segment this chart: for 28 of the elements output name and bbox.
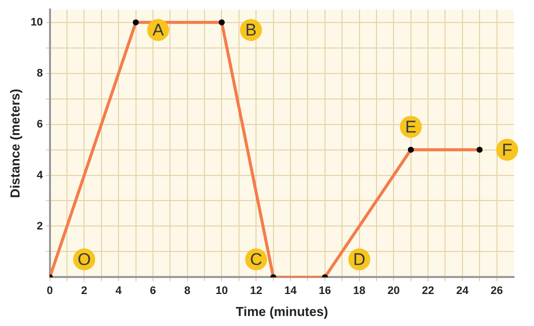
y-tick-label: 10 xyxy=(30,16,43,28)
x-tick-label: 14 xyxy=(284,284,298,297)
y-tick-label: 6 xyxy=(36,118,43,130)
annotation: A xyxy=(152,20,164,40)
y-tick-label: 2 xyxy=(36,220,43,232)
x-tick-label: 6 xyxy=(150,284,156,297)
x-axis-title: Time (minutes) xyxy=(236,304,328,319)
y-axis-title: Distance (meters) xyxy=(7,88,22,198)
annotation: D xyxy=(353,250,366,270)
x-tick-label: 24 xyxy=(456,284,470,297)
x-tick-label: 20 xyxy=(388,284,400,297)
x-tick-label: 22 xyxy=(422,284,434,297)
annotation: F xyxy=(502,140,512,160)
y-tick-label: 8 xyxy=(36,67,43,80)
annotation: C xyxy=(250,250,262,270)
x-tick-label: 26 xyxy=(490,284,503,297)
annotation: E xyxy=(405,118,417,137)
x-tick-label: 18 xyxy=(353,284,366,297)
x-tick-label: 4 xyxy=(116,284,123,297)
y-tick-label: 4 xyxy=(36,169,44,182)
x-tick-label: 8 xyxy=(184,284,190,297)
x-tick-label: 16 xyxy=(318,284,332,297)
annotation: O xyxy=(78,250,91,270)
annotation: B xyxy=(245,20,257,40)
x-tick-label: 12 xyxy=(250,284,262,297)
x-tick-label: 10 xyxy=(216,284,228,297)
x-tick-label: 2 xyxy=(81,284,88,297)
x-tick-label: 0 xyxy=(46,284,53,297)
